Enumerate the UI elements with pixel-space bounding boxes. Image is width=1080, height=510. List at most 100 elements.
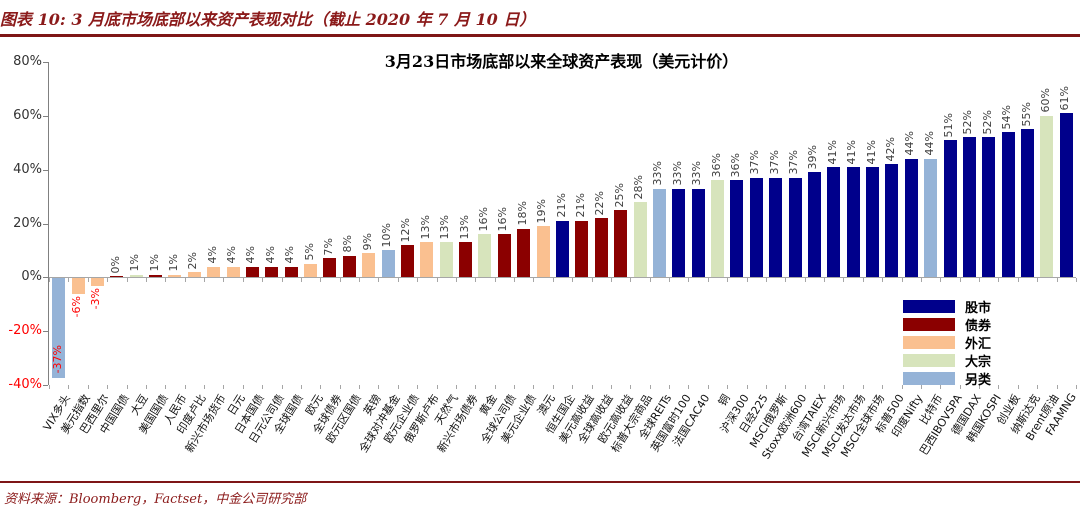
category-tick-mark bbox=[49, 278, 50, 283]
category-tick-mark bbox=[746, 278, 748, 283]
category-tick-mark bbox=[610, 278, 612, 283]
category-tick-mark bbox=[87, 385, 89, 389]
category-tick-mark bbox=[862, 385, 864, 389]
bar-美国国债 bbox=[149, 274, 163, 278]
bar-日元 bbox=[226, 266, 240, 278]
bar-日本国债 bbox=[245, 266, 259, 278]
category-tick-mark bbox=[514, 385, 516, 389]
category-tick-mark bbox=[184, 385, 186, 389]
bar-value-label: 55% bbox=[1019, 101, 1033, 127]
bar-value-label: 60% bbox=[1038, 88, 1052, 113]
legend-row: 股市 bbox=[903, 298, 992, 316]
category-tick-mark bbox=[455, 385, 457, 389]
bar-value-label: 16% bbox=[476, 206, 490, 232]
category-tick-mark bbox=[494, 278, 496, 283]
category-tick-mark bbox=[359, 385, 361, 389]
bar-value-label: 25% bbox=[612, 182, 626, 208]
category-tick-mark bbox=[165, 278, 167, 283]
bar-value-label: 44% bbox=[922, 131, 936, 156]
bar-value-label: 8% bbox=[341, 235, 355, 253]
bar-新兴市场货币 bbox=[207, 266, 221, 278]
bar-value-label: 37% bbox=[767, 150, 781, 175]
category-tick-mark bbox=[785, 278, 787, 283]
bar-value-label: 21% bbox=[573, 193, 587, 218]
category-tick-mark bbox=[107, 278, 109, 283]
bar-value-label: 39% bbox=[806, 144, 820, 170]
y-axis-tick-mark bbox=[43, 223, 48, 225]
category-tick-mark bbox=[533, 385, 535, 389]
legend: 股市 债券 外汇 大宗 另类 bbox=[903, 298, 991, 388]
category-tick-mark bbox=[242, 385, 244, 389]
legend-row: 大宗 bbox=[903, 352, 991, 370]
category-tick-mark bbox=[1017, 385, 1019, 389]
bar-全球公司债 bbox=[497, 234, 511, 278]
bar-value-label: 36% bbox=[709, 152, 723, 178]
category-tick-mark bbox=[979, 385, 981, 389]
legend-label: 股市 bbox=[965, 301, 992, 316]
bar-印度卢比 bbox=[187, 271, 201, 278]
category-tick-mark bbox=[300, 385, 302, 389]
category-tick-mark bbox=[998, 385, 1000, 389]
category-tick-mark bbox=[1076, 278, 1077, 283]
category-tick-mark bbox=[572, 385, 574, 389]
category-tick-mark bbox=[882, 278, 884, 283]
bar-FAAMNG bbox=[1059, 113, 1073, 278]
category-tick-mark bbox=[165, 385, 167, 389]
bar-俄罗斯卢布 bbox=[420, 242, 434, 278]
category-tick-mark bbox=[707, 278, 709, 283]
category-tick-mark bbox=[843, 278, 845, 283]
bar-value-label: 4% bbox=[225, 246, 239, 264]
bar-value-label: 21% bbox=[554, 193, 568, 218]
bar-value-label: 9% bbox=[360, 232, 374, 251]
bar-value-label: 51% bbox=[942, 112, 956, 138]
legend-label: 另类 bbox=[965, 373, 992, 388]
category-tick-mark bbox=[630, 278, 632, 283]
legend-label: 外汇 bbox=[965, 337, 992, 352]
category-tick-mark bbox=[49, 385, 50, 389]
category-tick-mark bbox=[959, 278, 961, 283]
category-tick-mark bbox=[320, 385, 322, 389]
bar-VIX多头 bbox=[52, 278, 66, 378]
bar-纳斯达克 bbox=[1021, 129, 1035, 278]
bar-新兴市场债券 bbox=[459, 242, 473, 278]
y-axis-tick-mark bbox=[43, 115, 48, 117]
bar-标普500 bbox=[885, 164, 899, 278]
category-tick-mark bbox=[339, 385, 341, 389]
category-tick-mark bbox=[68, 385, 70, 389]
y-axis-tick-mark bbox=[43, 331, 48, 333]
category-tick-mark bbox=[533, 278, 535, 283]
category-tick-mark bbox=[223, 278, 225, 283]
category-tick-mark bbox=[804, 278, 806, 283]
bar-value-label: 54% bbox=[1000, 104, 1014, 129]
bar-MSCI俄罗斯 bbox=[769, 177, 783, 278]
category-tick-mark bbox=[649, 278, 651, 283]
bar-value-label: 37% bbox=[787, 150, 801, 175]
category-tick-mark bbox=[920, 385, 922, 389]
bar-value-label: 13% bbox=[438, 214, 452, 240]
bar-value-label: -37% bbox=[50, 345, 64, 374]
category-tick-mark bbox=[184, 278, 186, 283]
bar-value-label: 1% bbox=[128, 254, 142, 272]
category-tick-mark bbox=[417, 278, 419, 283]
category-tick-mark bbox=[475, 278, 477, 283]
category-tick-mark bbox=[436, 385, 438, 389]
legend-swatch bbox=[903, 300, 955, 313]
bar-德国DAX bbox=[962, 137, 976, 278]
category-tick-mark bbox=[204, 385, 206, 389]
legend-row: 外汇 bbox=[903, 334, 992, 352]
bar-英镑 bbox=[362, 253, 376, 278]
bar-value-label: 41% bbox=[864, 139, 878, 164]
bar-value-label: 36% bbox=[728, 152, 742, 178]
bar-英国富时100 bbox=[672, 188, 686, 278]
bar-法国CAC40 bbox=[691, 188, 705, 278]
category-tick-mark bbox=[300, 278, 302, 283]
bar-黄金 bbox=[478, 234, 492, 278]
category-tick-mark bbox=[1056, 385, 1058, 389]
plot-area: -37% VIX多头 -6% 美元指数 -3% 巴西里尔 0% 中国国债 1% 大豆 1% 美国国债 1… bbox=[41, 62, 1079, 461]
category-tick-mark bbox=[1037, 278, 1039, 283]
category-tick-mark bbox=[145, 278, 147, 283]
bar-澳元 bbox=[536, 226, 550, 278]
bar-value-label: 13% bbox=[457, 214, 471, 240]
bar-创业板 bbox=[1001, 131, 1015, 278]
bar-欧元企业债 bbox=[400, 245, 414, 278]
